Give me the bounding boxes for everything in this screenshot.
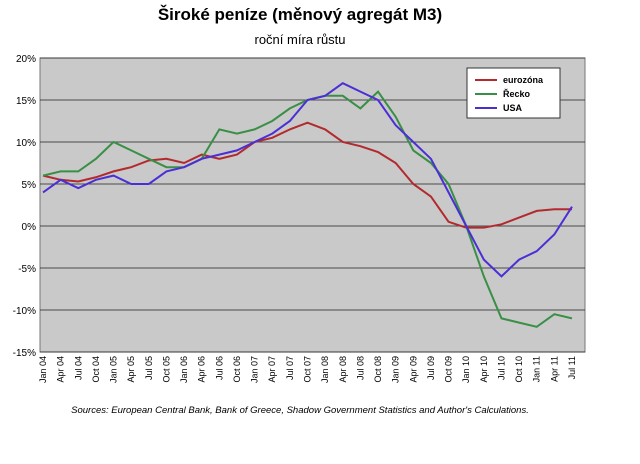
- x-tick-label: Apr 11: [549, 356, 559, 382]
- y-tick-label: 10%: [16, 138, 36, 149]
- x-tick-label: Jan 08: [320, 356, 330, 383]
- x-tick-label: Jan 09: [391, 356, 401, 383]
- y-tick-label: 20%: [16, 54, 36, 65]
- legend-label: USA: [503, 103, 523, 113]
- legend-label: Řecko: [503, 88, 531, 99]
- x-tick-label: Jul 10: [496, 356, 506, 380]
- x-tick-label: Oct 08: [373, 356, 383, 383]
- y-tick-label: 5%: [22, 180, 37, 191]
- x-tick-label: Apr 10: [479, 356, 489, 383]
- chart-title: Široké peníze (měnový agregát M3): [158, 5, 442, 24]
- x-tick-label: Jul 11: [567, 356, 577, 379]
- legend-label: eurozóna: [503, 75, 544, 85]
- y-tick-label: -15%: [13, 348, 36, 359]
- x-tick-label: Oct 05: [161, 356, 171, 383]
- x-tick-label: Jan 11: [532, 356, 542, 382]
- x-tick-label: Jan 07: [250, 356, 260, 383]
- x-tick-label: Apr 07: [267, 356, 277, 383]
- source-note: Sources: European Central Bank, Bank of …: [71, 405, 529, 416]
- x-tick-label: Jul 06: [214, 356, 224, 380]
- x-tick-label: Oct 09: [444, 356, 454, 383]
- x-tick-label: Jul 05: [144, 356, 154, 380]
- y-tick-label: 0%: [22, 222, 37, 233]
- x-tick-label: Apr 04: [56, 356, 66, 383]
- x-tick-label: Jul 07: [285, 356, 295, 380]
- x-tick-label: Apr 09: [408, 356, 418, 383]
- x-tick-label: Jul 04: [73, 356, 83, 380]
- y-tick-label: -10%: [13, 306, 36, 317]
- x-tick-label: Jan 06: [179, 356, 189, 383]
- x-tick-label: Jul 09: [426, 356, 436, 380]
- x-tick-label: Oct 04: [91, 356, 101, 383]
- x-tick-label: Jul 08: [355, 356, 365, 380]
- x-tick-label: Jan 04: [38, 356, 48, 383]
- chart-subtitle: roční míra růstu: [254, 32, 345, 47]
- y-tick-label: -5%: [18, 264, 36, 275]
- x-tick-label: Jan 05: [109, 356, 119, 383]
- x-tick-label: Oct 10: [514, 356, 524, 383]
- x-tick-label: Oct 06: [232, 356, 242, 383]
- x-tick-label: Jan 10: [461, 356, 471, 383]
- x-tick-label: Apr 06: [197, 356, 207, 383]
- x-tick-label: Oct 07: [303, 356, 313, 383]
- x-tick-label: Apr 05: [126, 356, 136, 383]
- series-line: [42, 82, 573, 278]
- y-tick-label: 15%: [16, 96, 36, 107]
- series-line: [42, 121, 572, 229]
- x-tick-label: Apr 08: [338, 356, 348, 383]
